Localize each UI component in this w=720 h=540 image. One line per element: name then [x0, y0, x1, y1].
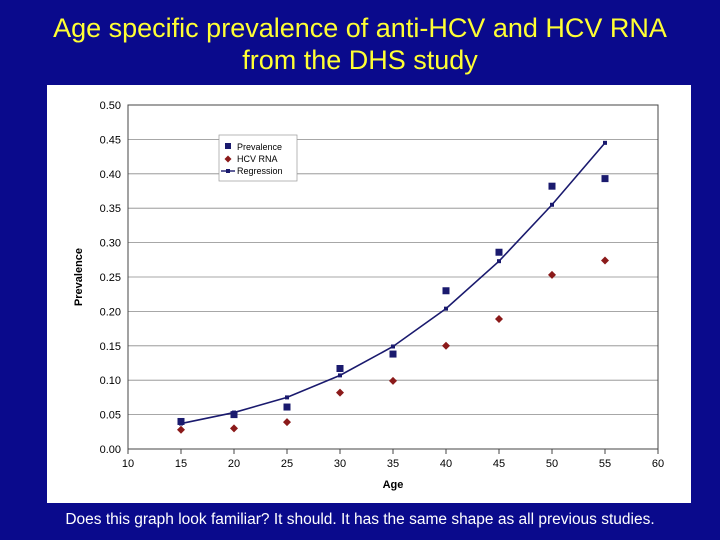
legend-box	[218, 134, 298, 182]
x-tick-label: 20	[228, 458, 240, 470]
prevalence-point	[442, 287, 450, 295]
y-axis-title: Prevalence	[73, 248, 85, 306]
prevalence-point	[548, 182, 556, 190]
x-tick-label: 45	[493, 458, 505, 470]
slide-title-line-2: from the DHS study	[242, 45, 478, 75]
legend-prevalence-label: Prevalence	[237, 142, 282, 152]
regression-point	[285, 395, 289, 400]
hcv-rna-point	[442, 341, 450, 350]
hcv-rna-point	[283, 418, 291, 427]
y-tick-label: 0.15	[100, 341, 121, 353]
y-tick-label: 0.05	[100, 410, 121, 422]
y-tick-label: 0.20	[100, 306, 121, 318]
legend-hcv-rna-label: HCV RNA	[237, 154, 278, 164]
x-tick-label: 55	[599, 458, 611, 470]
prevalence-point	[177, 417, 185, 425]
y-tick-label: 0.25	[100, 272, 121, 284]
prevalence-point	[389, 350, 397, 358]
prevalence-point	[230, 411, 238, 419]
x-tick-label: 10	[122, 458, 134, 470]
legend-regression-label: Regression	[237, 166, 283, 176]
slide-footer: Does this graph look familiar? It should…	[65, 511, 655, 528]
chart-panel: 0.00 0.05 0.10 0.15 0.20 0.25 0.30 0.35 0.40 0.45…	[47, 85, 691, 503]
x-tick-label: 25	[281, 458, 293, 470]
prevalence-point	[601, 175, 609, 183]
y-tick-label: 0.00	[100, 444, 121, 456]
hcv-rna-point	[601, 256, 609, 265]
y-tick-label: 0.45	[100, 134, 121, 146]
x-tick-label: 60	[652, 458, 664, 470]
prevalence-point	[336, 365, 344, 373]
prevalence-point	[283, 403, 291, 411]
y-tick-label: 0.35	[100, 203, 121, 215]
hcv-rna-point	[177, 425, 185, 434]
hcv-rna-point	[548, 270, 556, 279]
legend-hcv-rna-swatch	[224, 155, 232, 163]
hcv-rna-point	[495, 314, 503, 323]
legend-prevalence-swatch	[225, 143, 231, 149]
x-axis-title: Age	[383, 479, 404, 491]
prevalence-chart: 0.00 0.05 0.10 0.15 0.20 0.25 0.30 0.35 0.40 0.45…	[73, 100, 664, 491]
regression-point	[391, 344, 395, 349]
x-tick-label: 50	[546, 458, 558, 470]
y-tick-label: 0.10	[100, 375, 121, 387]
slide-title: Age specific prevalence of anti-HCV and …	[0, 12, 720, 76]
hcv-rna-point	[336, 388, 344, 397]
x-tick-label: 40	[440, 458, 452, 470]
hcv-rna-point	[389, 376, 397, 385]
prevalence-point	[495, 248, 503, 256]
x-tick-label: 30	[334, 458, 346, 470]
regression-point	[603, 140, 607, 145]
slide-title-line-1: Age specific prevalence of anti-HCV and …	[53, 13, 667, 43]
x-tick-label: 35	[387, 458, 399, 470]
y-tick-label: 0.40	[100, 169, 121, 181]
regression-point	[338, 373, 342, 378]
y-tick-label: 0.30	[100, 238, 121, 250]
regression-point	[497, 259, 501, 264]
hcv-rna-point	[230, 424, 238, 433]
x-tick-label: 15	[175, 458, 187, 470]
regression-point	[444, 306, 448, 311]
regression-point	[550, 202, 554, 207]
legend-regression-swatch	[226, 169, 230, 173]
y-tick-label: 0.50	[100, 100, 121, 112]
